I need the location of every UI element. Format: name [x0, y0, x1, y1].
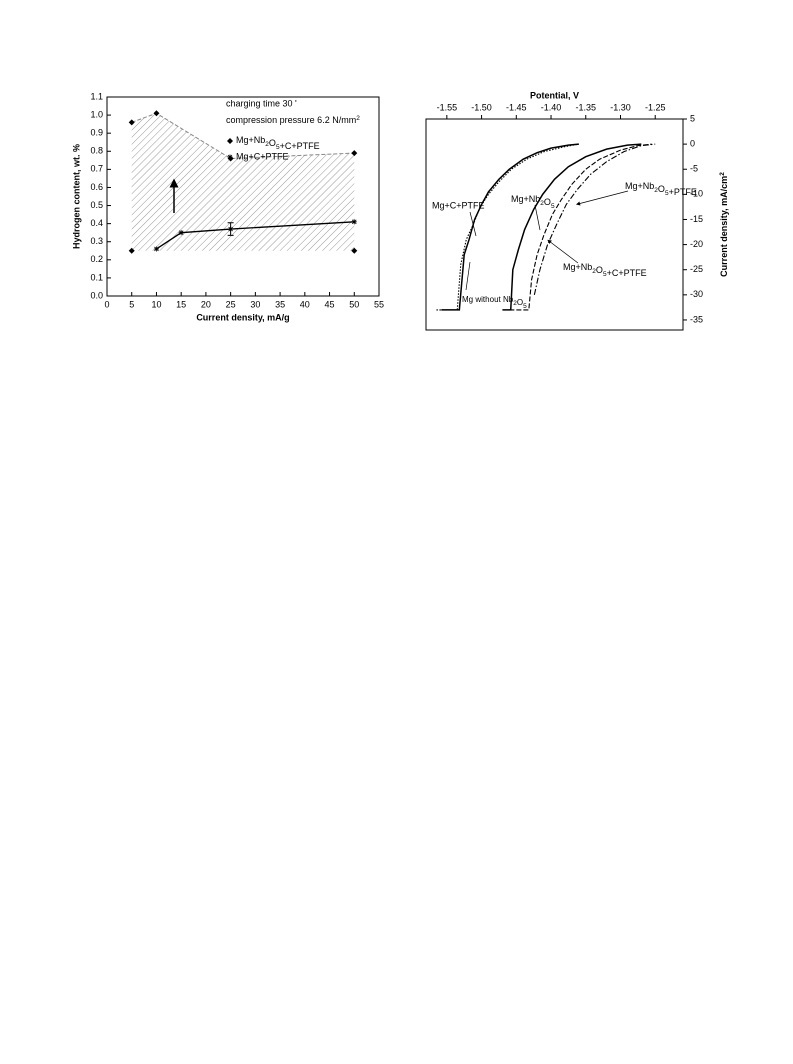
x-tick-label: 5 [129, 299, 134, 309]
star-marker [153, 246, 159, 252]
y-tick-label: -10 [690, 189, 703, 199]
x-tick-label: 10 [151, 299, 161, 309]
x-tick-label: 20 [201, 299, 211, 309]
diamond-marker [351, 150, 358, 157]
x-tick-label: 30 [250, 299, 260, 309]
x-tick-label: -1.35 [575, 102, 596, 112]
y-tick-label: 0.7 [90, 164, 103, 174]
y-tick-label: 1.0 [90, 109, 103, 119]
y-tick-label: 0.0 [90, 290, 103, 300]
x-tick-label: 25 [226, 299, 236, 309]
series-line [533, 143, 656, 295]
y-tick-label: -30 [690, 289, 703, 299]
diamond-marker [128, 247, 135, 254]
x-tick-label: -1.55 [437, 102, 458, 112]
y-tick-label: 0.8 [90, 146, 103, 156]
leader-line [575, 190, 629, 206]
star-marker [351, 219, 357, 225]
y-axis-label: Current density, mA/cm2 [719, 172, 730, 277]
x-tick-label: -1.30 [610, 102, 631, 112]
x-tick-label: 0 [104, 299, 109, 309]
x-tick-label: 40 [300, 299, 310, 309]
series-line [436, 143, 579, 311]
y-tick-label: -20 [690, 239, 703, 249]
y-tick-label: 5 [690, 113, 695, 123]
y-tick-label: -5 [690, 164, 698, 174]
y-tick-label: 0.9 [90, 128, 103, 138]
range-area [131, 113, 355, 251]
y-tick-label: 1.1 [90, 91, 103, 101]
leader-line [547, 239, 579, 264]
x-tick-label: 35 [275, 299, 285, 309]
polarization-chart: -1.55 -1.50 -1.45 -1.40 -1.35 -1.30 -1.25 -35 -3… [425, 90, 730, 331]
x-tick-label: -1.50 [471, 102, 492, 112]
diamond-marker [351, 247, 358, 254]
series-line [509, 143, 652, 311]
y-tick-label: 0.4 [90, 218, 103, 228]
x-tick-label: 15 [176, 299, 186, 309]
y-tick-label: 0.5 [90, 200, 103, 210]
series-line [441, 143, 579, 311]
plot-frame [425, 118, 684, 331]
x-tick-label: -1.25 [645, 102, 666, 112]
x-axis-label: Potential, V [530, 90, 579, 100]
annotation: charging time 30 ' [226, 98, 297, 108]
leader-line [465, 261, 471, 291]
y-tick-label: -25 [690, 264, 703, 274]
legend-key [227, 154, 233, 160]
range-upper-line [131, 112, 355, 160]
legend-label: Mg+C+PTFE [236, 151, 289, 161]
series-line [156, 221, 355, 250]
plot-frame [106, 96, 380, 297]
y-tick-label: -35 [690, 314, 703, 324]
y-tick-label: 0.2 [90, 254, 103, 264]
y-tick-label: 0.1 [90, 272, 103, 282]
y-tick-label: 0.3 [90, 236, 103, 246]
diamond-marker [128, 119, 135, 126]
y-tick-label: 0.6 [90, 182, 103, 192]
x-tick-label: -1.45 [506, 102, 527, 112]
hydrogen-chart: 0 5 10 15 20 25 30 35 40 45 50 55 0.0 0.1 0.2 0.3 0.4 0.5… [71, 91, 384, 322]
x-axis-label: Current density, mA/g [196, 312, 289, 322]
x-tick-label: -1.40 [541, 102, 562, 112]
star-marker [178, 230, 184, 236]
diamond-marker [153, 110, 160, 117]
series-label: Mg+Nb2O5+C+PTFE [563, 262, 647, 278]
series-label: Mg+C+PTFE [432, 200, 485, 210]
leader-line [469, 211, 477, 237]
x-tick-label: 45 [325, 299, 335, 309]
annotation: compression pressure 6.2 N/mm2 [226, 115, 360, 126]
x-tick-label: 50 [349, 299, 359, 309]
series-label: Mg+Nb2O5 [511, 194, 555, 209]
series-label: Mg+Nb2O5+PTFE [625, 181, 697, 197]
legend-label: Mg+Nb2O5+C+PTFE [236, 135, 320, 151]
error-bar [227, 222, 234, 236]
y-tick-label: -15 [690, 214, 703, 224]
leader-line [534, 204, 541, 231]
legend-key [227, 138, 233, 144]
y-axis-label: Hydrogen content, wt. % [71, 144, 81, 249]
x-tick-label: 55 [374, 299, 384, 309]
y-tick-label: 0 [690, 138, 695, 148]
series-line [502, 143, 642, 311]
